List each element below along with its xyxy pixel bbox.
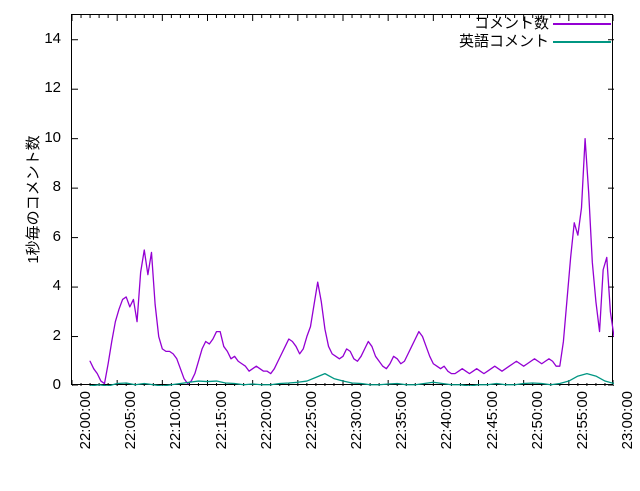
series-line-2 xyxy=(89,372,614,386)
x-tick-label: 22:10:00 xyxy=(167,391,185,450)
legend-label: 英語コメント xyxy=(458,33,549,50)
legend-item-2: 英語コメント xyxy=(443,33,611,51)
x-tick-label: 23:00:00 xyxy=(619,391,636,450)
legend-color-swatch xyxy=(553,41,611,43)
y-tick-label: 12 xyxy=(44,79,61,97)
y-tick-label: 0 xyxy=(52,376,61,393)
x-tick-label: 22:05:00 xyxy=(122,391,140,450)
x-tick-label: 22:35:00 xyxy=(393,391,411,450)
x-tick-label: 22:40:00 xyxy=(438,391,456,450)
x-tick-label: 22:15:00 xyxy=(212,391,230,450)
x-tick-label: 22:50:00 xyxy=(528,391,546,450)
x-tick-label: 22:45:00 xyxy=(483,391,501,450)
x-tick-label: 22:25:00 xyxy=(302,391,320,450)
y-tick-label: 2 xyxy=(52,326,61,344)
x-tick-label: 22:55:00 xyxy=(573,391,591,450)
x-tick-label: 22:00:00 xyxy=(77,391,94,450)
legend-label: コメント数 xyxy=(473,15,549,32)
y-tick-label: 10 xyxy=(44,128,61,146)
legend-color-swatch xyxy=(553,23,611,25)
y-tick-label: 4 xyxy=(52,277,61,295)
chart-root: 1秒毎のコメント数 0 2 4 6 8 10 12 14 22:00:00 22:05:00 22… xyxy=(25,14,636,449)
y-tick-label: 14 xyxy=(44,29,61,47)
legend: コメント数 英語コメント xyxy=(443,15,611,51)
y-tick-label: 6 xyxy=(52,227,61,245)
series-line-1 xyxy=(89,138,614,385)
x-tick-label: 22:20:00 xyxy=(257,391,275,450)
plot-svg xyxy=(72,15,614,386)
x-tick-label: 22:30:00 xyxy=(348,391,365,450)
legend-item-1: コメント数 xyxy=(443,15,611,33)
y-tick-label: 8 xyxy=(52,178,61,196)
plot-area xyxy=(71,14,614,386)
